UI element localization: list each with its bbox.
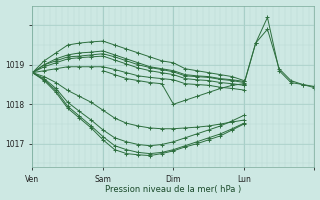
X-axis label: Pression niveau de la mer( hPa ): Pression niveau de la mer( hPa )	[105, 185, 242, 194]
